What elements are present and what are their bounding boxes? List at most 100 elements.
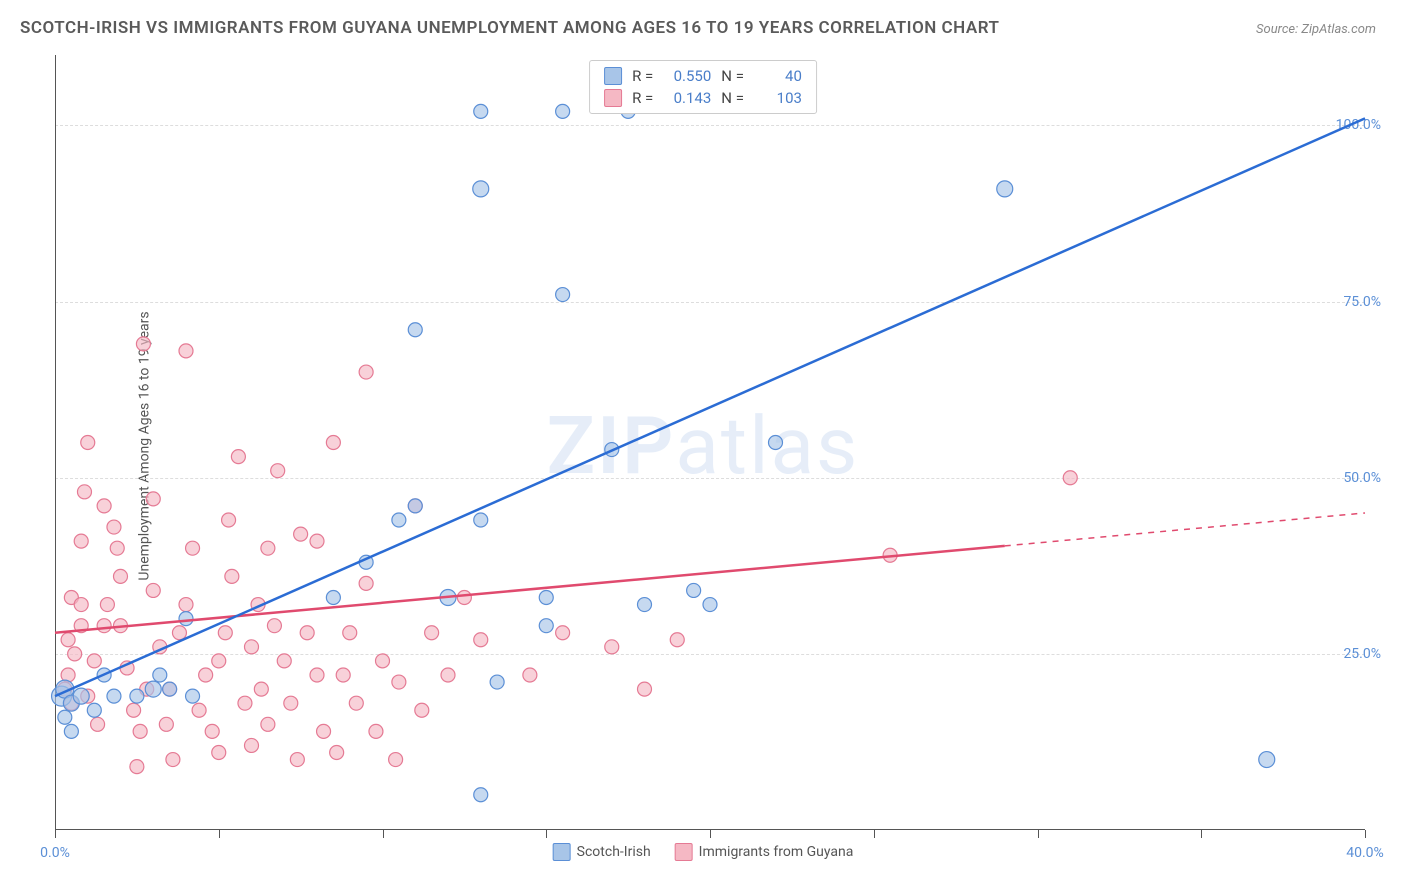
square-icon: [604, 89, 622, 107]
data-point: [271, 464, 285, 478]
data-point: [172, 626, 186, 640]
data-point: [100, 598, 114, 612]
data-point: [349, 696, 363, 710]
x-tick: [1201, 830, 1202, 838]
data-point: [457, 591, 471, 605]
data-point: [474, 104, 488, 118]
data-point: [539, 591, 553, 605]
data-point: [212, 746, 226, 760]
data-point: [473, 181, 489, 197]
data-point: [310, 668, 324, 682]
data-point: [225, 569, 239, 583]
data-point: [245, 738, 259, 752]
data-point: [336, 668, 350, 682]
data-point: [343, 626, 357, 640]
data-point: [317, 724, 331, 738]
data-point: [415, 703, 429, 717]
data-point: [359, 576, 373, 590]
data-point: [74, 534, 88, 548]
data-point: [638, 598, 652, 612]
legend-item-pink: Immigrants from Guyana: [675, 843, 854, 861]
legend-item-blue: Scotch-Irish: [553, 843, 651, 861]
data-point: [97, 619, 111, 633]
data-point: [136, 337, 150, 351]
data-point: [87, 654, 101, 668]
data-point: [290, 753, 304, 767]
data-point: [687, 583, 701, 597]
data-point: [87, 703, 101, 717]
data-point: [605, 640, 619, 654]
data-point: [159, 717, 173, 731]
data-point: [490, 675, 504, 689]
square-icon: [675, 843, 693, 861]
data-point: [77, 485, 91, 499]
data-point: [300, 626, 314, 640]
data-point: [199, 668, 213, 682]
data-point: [556, 104, 570, 118]
data-point: [277, 654, 291, 668]
data-point: [179, 598, 193, 612]
data-point: [474, 788, 488, 802]
data-point: [133, 724, 147, 738]
data-point: [523, 668, 537, 682]
data-point: [769, 436, 783, 450]
data-point: [556, 626, 570, 640]
legend-row-pink: R = 0.143 N = 103: [604, 89, 802, 107]
x-tick: [710, 830, 711, 838]
data-point: [238, 696, 252, 710]
x-tick: [874, 830, 875, 838]
data-point: [64, 724, 78, 738]
square-icon: [604, 67, 622, 85]
data-point: [638, 682, 652, 696]
data-point: [359, 365, 373, 379]
data-point: [179, 612, 193, 626]
square-icon: [553, 843, 571, 861]
data-point: [73, 688, 89, 704]
data-point: [130, 689, 144, 703]
data-point: [74, 598, 88, 612]
data-point: [267, 619, 281, 633]
x-tick: [1038, 830, 1039, 838]
legend-row-blue: R = 0.550 N = 40: [604, 67, 802, 85]
data-point: [310, 534, 324, 548]
data-point: [539, 619, 553, 633]
data-point: [153, 668, 167, 682]
data-point: [703, 598, 717, 612]
data-point: [192, 703, 206, 717]
data-point: [146, 583, 160, 597]
data-point: [425, 626, 439, 640]
data-point: [179, 344, 193, 358]
data-point: [254, 682, 268, 696]
data-point: [114, 569, 128, 583]
data-point: [58, 710, 72, 724]
data-point: [556, 288, 570, 302]
data-point: [245, 640, 259, 654]
x-tick: [383, 830, 384, 838]
data-point: [186, 541, 200, 555]
chart-title: SCOTCH-IRISH VS IMMIGRANTS FROM GUYANA U…: [20, 18, 999, 38]
data-point: [408, 499, 422, 513]
data-point: [110, 541, 124, 555]
data-point: [163, 682, 177, 696]
series-legend: Scotch-Irish Immigrants from Guyana: [553, 843, 854, 861]
data-point: [130, 760, 144, 774]
data-point: [392, 675, 406, 689]
data-point: [146, 492, 160, 506]
regression-line: [55, 546, 1005, 633]
x-tick: [1365, 830, 1366, 838]
data-point: [261, 717, 275, 731]
data-point: [205, 724, 219, 738]
scatter-plot: [55, 55, 1365, 830]
source-label: Source: ZipAtlas.com: [1256, 22, 1376, 37]
data-point: [61, 633, 75, 647]
x-tick: [55, 830, 56, 838]
x-tick: [219, 830, 220, 838]
data-point: [474, 633, 488, 647]
data-point: [212, 654, 226, 668]
data-point: [326, 436, 340, 450]
data-point: [441, 668, 455, 682]
x-tick-label: 40.0%: [1346, 845, 1384, 861]
data-point: [474, 513, 488, 527]
data-point: [376, 654, 390, 668]
data-point: [1063, 471, 1077, 485]
